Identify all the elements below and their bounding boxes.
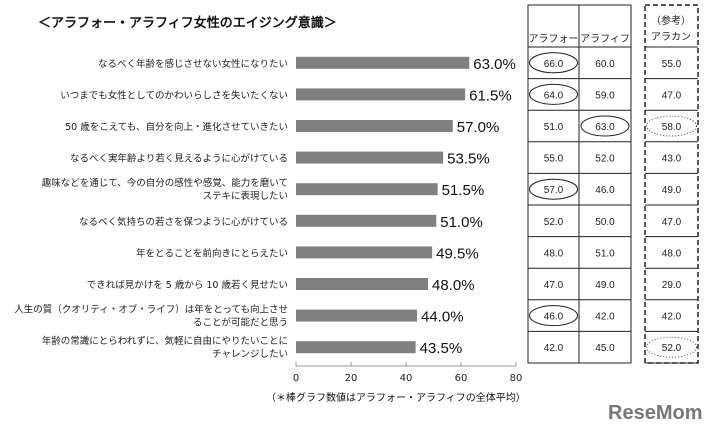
category-label: いつまでも女性としてのかわいらしさを失いたくない	[60, 89, 288, 101]
table-cell: 47.0	[544, 280, 564, 291]
chart-note: （＊棒グラフ数値はアラフォー・アラフィフの全体平均）	[266, 393, 526, 404]
table-cell: 45.0	[595, 343, 615, 354]
table-cell: 60.0	[595, 59, 615, 70]
table-cell: 47.0	[662, 90, 682, 101]
table-cell: 42.0	[544, 343, 564, 354]
highlight-circle	[529, 83, 578, 105]
category-label: 趣味などを通じて、今の自分の感性や感覚、能力を磨いて	[42, 177, 288, 189]
category-label: なるべく気持ちの若さを保つように心がけている	[79, 216, 288, 228]
value-label: 44.0%	[421, 309, 464, 326]
ref-table-border	[644, 4, 699, 364]
highlight-circle	[529, 178, 578, 200]
x-tick-label: 80	[510, 373, 523, 384]
table-cell: 55.0	[544, 154, 564, 165]
x-tick-label: 20	[345, 373, 358, 384]
x-tick-label: 40	[400, 373, 413, 384]
table-cell: 58.0	[662, 122, 682, 133]
table-cell: 46.0	[595, 185, 615, 196]
value-label: 49.5%	[436, 245, 479, 262]
category-label: ステキに表現したい	[202, 190, 288, 202]
ref-header: アラカン	[651, 31, 691, 43]
value-label: 51.0%	[440, 214, 483, 231]
category-label: なるべく実年齢より若く見えるように心がけている	[70, 153, 288, 165]
value-label: 57.0%	[457, 119, 500, 136]
bar	[296, 120, 453, 132]
table-cell: 42.0	[595, 312, 615, 323]
table-cell: 51.0	[595, 248, 615, 259]
table-cell: 63.0	[595, 122, 615, 133]
highlight-circle	[529, 305, 578, 327]
table-cell: 49.0	[662, 185, 682, 196]
bar	[296, 183, 438, 196]
bar	[296, 151, 444, 164]
table-cell: 42.0	[662, 312, 682, 323]
table-cell: 55.0	[662, 59, 682, 70]
table-cell: 52.0	[595, 154, 615, 165]
category-label: チャレンジしたい	[212, 349, 288, 360]
bar	[296, 278, 428, 290]
table-cell: 57.0	[544, 185, 564, 196]
bar	[296, 309, 417, 322]
category-label: できれば見かけを 5 歳から 10 歳若く見せたい	[87, 279, 288, 291]
highlight-circle-dotted	[646, 336, 697, 358]
table-cell: 51.0	[544, 122, 564, 133]
x-tick-label: 60	[455, 373, 468, 384]
category-label: 年齢の常識にとらわれずに、気軽に自由にやりたいことに	[42, 335, 288, 347]
category-label: 人生の質（クオリティ・オブ・ライフ）は年をとっても向上させ	[14, 304, 288, 316]
table-cell: 49.0	[595, 280, 615, 291]
table-cell: 48.0	[662, 248, 682, 259]
value-label: 63.0%	[473, 56, 516, 73]
value-label: 51.5%	[442, 182, 485, 199]
table-cell: 29.0	[662, 280, 682, 291]
table-cell: 50.0	[595, 217, 615, 228]
resemom-logo: ReseMom	[608, 402, 703, 424]
chart-title: ＜アラフォー・アラフィフ女性のエイジング意識＞	[38, 16, 337, 31]
table-cell: 59.0	[595, 90, 615, 101]
category-label: 50 歳をこえても、自分を向上・進化させていきたい	[65, 121, 288, 133]
table-cell: 46.0	[544, 312, 564, 323]
value-label: 53.5%	[447, 151, 490, 168]
table-cell: 52.0	[544, 217, 564, 228]
bar	[296, 341, 416, 354]
ref-header: （参考）	[651, 14, 691, 27]
bar	[296, 214, 437, 227]
value-label: 43.5%	[420, 340, 463, 357]
table-cell: 48.0	[544, 248, 564, 259]
category-label: なるべく年齢を感じさせない女性になりたい	[98, 58, 288, 70]
table-cell: 52.0	[662, 343, 682, 354]
category-label: ることが可能だと思う	[193, 317, 288, 329]
highlight-circle-dotted	[646, 115, 697, 137]
value-label: 61.5%	[469, 87, 512, 104]
highlight-circle	[529, 52, 578, 74]
table-cell: 47.0	[662, 217, 682, 228]
table-cell: 66.0	[544, 59, 564, 70]
table-cell: 43.0	[662, 154, 682, 165]
x-tick-label: 0	[293, 373, 299, 384]
table-header: アラフィフ	[580, 33, 630, 45]
bar	[296, 246, 433, 259]
table-cell: 64.0	[544, 90, 564, 101]
table-header: アラフォー	[529, 33, 579, 45]
category-label: 年をとることを前向きにとらえたい	[136, 247, 288, 259]
bar	[296, 88, 466, 101]
value-label: 48.0%	[432, 277, 475, 294]
bar	[296, 56, 470, 69]
highlight-circle	[580, 115, 630, 137]
